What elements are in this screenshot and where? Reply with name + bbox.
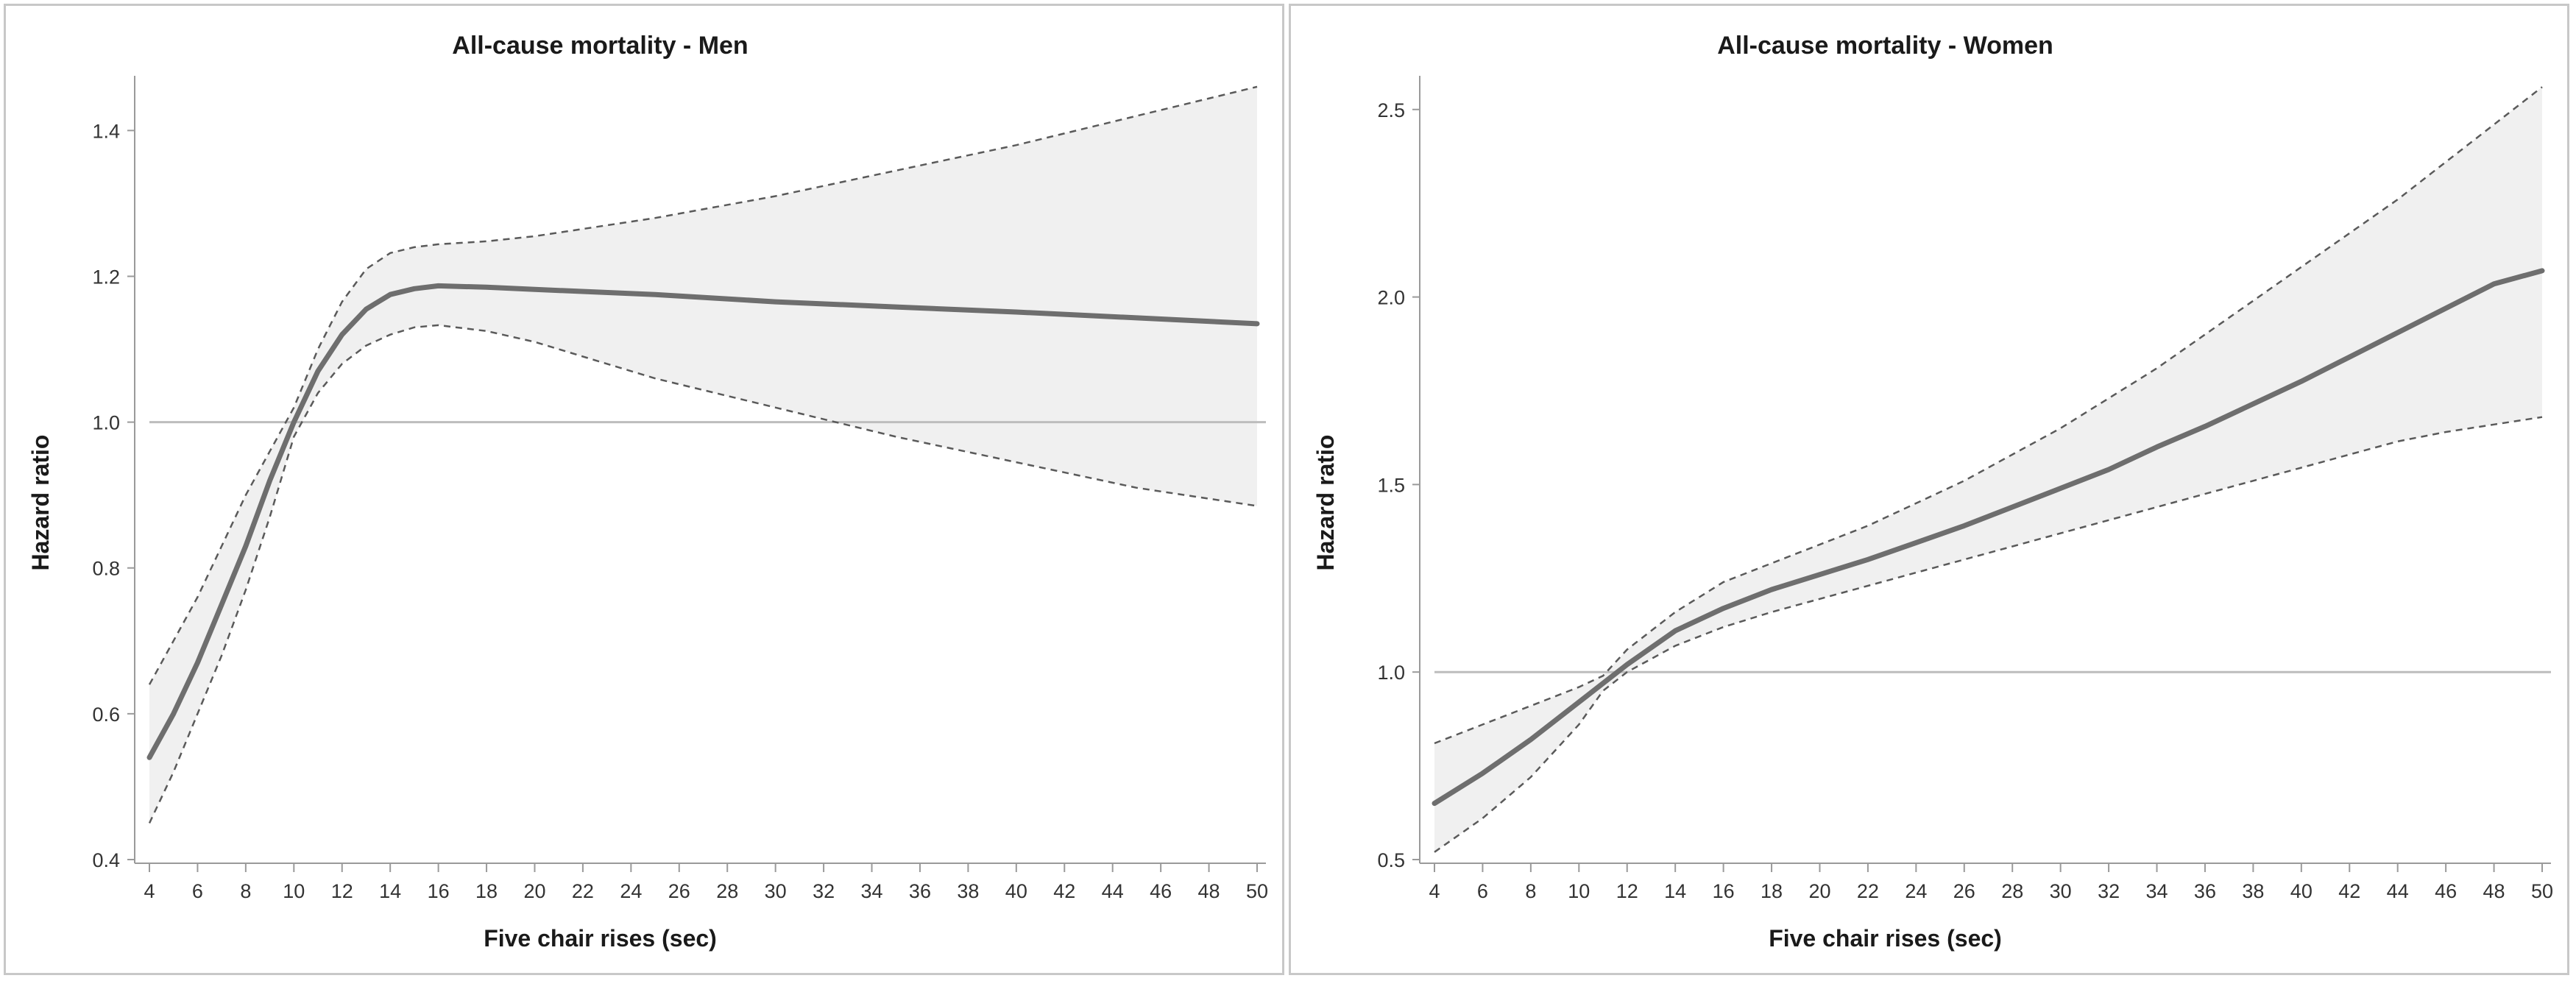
x-tick-label: 34 (860, 880, 882, 902)
confidence-band (1434, 87, 2542, 852)
x-tick-label: 26 (668, 880, 690, 902)
y-tick-label: 0.5 (1377, 849, 1405, 871)
x-tick-label: 44 (1102, 880, 1124, 902)
x-tick-label: 16 (428, 880, 450, 902)
chart-title: All-cause mortality - Men (452, 32, 748, 60)
hazard-ratio-line (146, 283, 1260, 760)
y-axis-label: Hazard ratio (27, 435, 54, 571)
y-tick-label: 1.2 (92, 266, 120, 288)
x-tick-label: 24 (1905, 880, 1927, 902)
x-tick-label: 48 (2483, 880, 2505, 902)
x-tick-label: 22 (1857, 880, 1879, 902)
chart-women: 0.51.01.52.02.54 6 8 10 12 14 16 18 20 22 24 26 28 30… (1312, 32, 2553, 952)
x-axis-label: Five chair rises (sec) (484, 925, 717, 952)
x-tick-label: 8 (1525, 880, 1536, 902)
x-tick-label: 14 (1664, 880, 1686, 902)
x-tick-label: 20 (523, 880, 545, 902)
confidence-band (149, 86, 1257, 824)
x-tick-label: 10 (283, 880, 305, 902)
upper-ci-line (148, 85, 1258, 685)
x-tick-label: 32 (2098, 880, 2120, 902)
y-tick-label: 0.8 (92, 558, 120, 580)
x-tick-label: 36 (909, 880, 931, 902)
x-axis-label: Five chair rises (sec) (1769, 925, 2002, 952)
chart-panel-women: 0.5 1.0 1.5 2.0 2.5 4 6 8 10 12 14 16 18 20 22 24 26 28 30… (1289, 4, 2569, 975)
x-tick-label: 30 (765, 880, 787, 902)
x-tick-label: 38 (957, 880, 979, 902)
x-tick-label: 12 (1616, 880, 1638, 902)
x-tick-label: 48 (1198, 880, 1220, 902)
x-tick-label: 46 (1150, 880, 1172, 902)
x-tick-label: 6 (192, 880, 203, 902)
x-tick-label: 18 (1761, 880, 1783, 902)
x-tick-label: 14 (379, 880, 401, 902)
x-tick-label: 18 (475, 880, 498, 902)
x-tick-label: 16 (1713, 880, 1735, 902)
x-tick-label: 46 (2435, 880, 2457, 902)
x-tick-label: 4 (144, 880, 155, 902)
y-tick-label: 1.0 (1377, 662, 1405, 684)
x-tick-label: 4 (1429, 880, 1440, 902)
x-tick-label: 28 (716, 880, 738, 902)
chart-men: 0.40.60.81.01.21.44 6 8 10 12 14 16 18 20 22 24 26 2… (27, 32, 1268, 952)
x-tick-label: 36 (2194, 880, 2216, 902)
x-tick-label: 42 (1053, 880, 1075, 902)
x-tick-label: 8 (240, 880, 251, 902)
x-tick-label: 44 (2387, 880, 2409, 902)
y-tick-label: 2.5 (1377, 99, 1405, 121)
x-tick-label: 50 (2531, 880, 2553, 902)
x-tick-label: 34 (2145, 880, 2168, 902)
x-tick-label: 42 (2338, 880, 2360, 902)
x-tick-label: 32 (813, 880, 835, 902)
x-tick-label: 26 (1953, 880, 1975, 902)
x-tick-label: 40 (1005, 880, 1027, 902)
hazard-ratio-line (1432, 268, 2545, 807)
x-tick-label: 38 (2242, 880, 2264, 902)
y-tick-label: 0.6 (92, 704, 120, 726)
x-tick-label: 12 (331, 880, 353, 902)
x-tick-label: 28 (2001, 880, 2023, 902)
y-axis-label: Hazard ratio (1312, 435, 1339, 571)
x-tick-label: 50 (1246, 880, 1268, 902)
y-tick-label: 2.0 (1377, 287, 1405, 309)
x-tick-label: 30 (2050, 880, 2072, 902)
lower-ci-line (148, 324, 1258, 824)
x-tick-label: 10 (1568, 880, 1590, 902)
upper-ci-line (1434, 86, 2543, 745)
y-tick-label: 1.0 (92, 412, 120, 434)
y-tick-label: 0.4 (92, 849, 120, 871)
y-tick-label: 1.5 (1377, 474, 1405, 496)
x-tick-label: 22 (572, 880, 594, 902)
x-tick-label: 40 (2290, 880, 2313, 902)
x-tick-label: 6 (1477, 880, 1488, 902)
chart-title: All-cause mortality - Women (1717, 32, 2053, 60)
x-tick-label: 20 (1808, 880, 1830, 902)
chart-panel-men: 0.4 0.6 0.8 1.0 1.2 1.4 4 6 8 10 12 14 16 18 20 22 24 26 2… (4, 4, 1284, 975)
y-tick-label: 1.4 (92, 120, 120, 142)
x-tick-label: 24 (620, 880, 642, 902)
